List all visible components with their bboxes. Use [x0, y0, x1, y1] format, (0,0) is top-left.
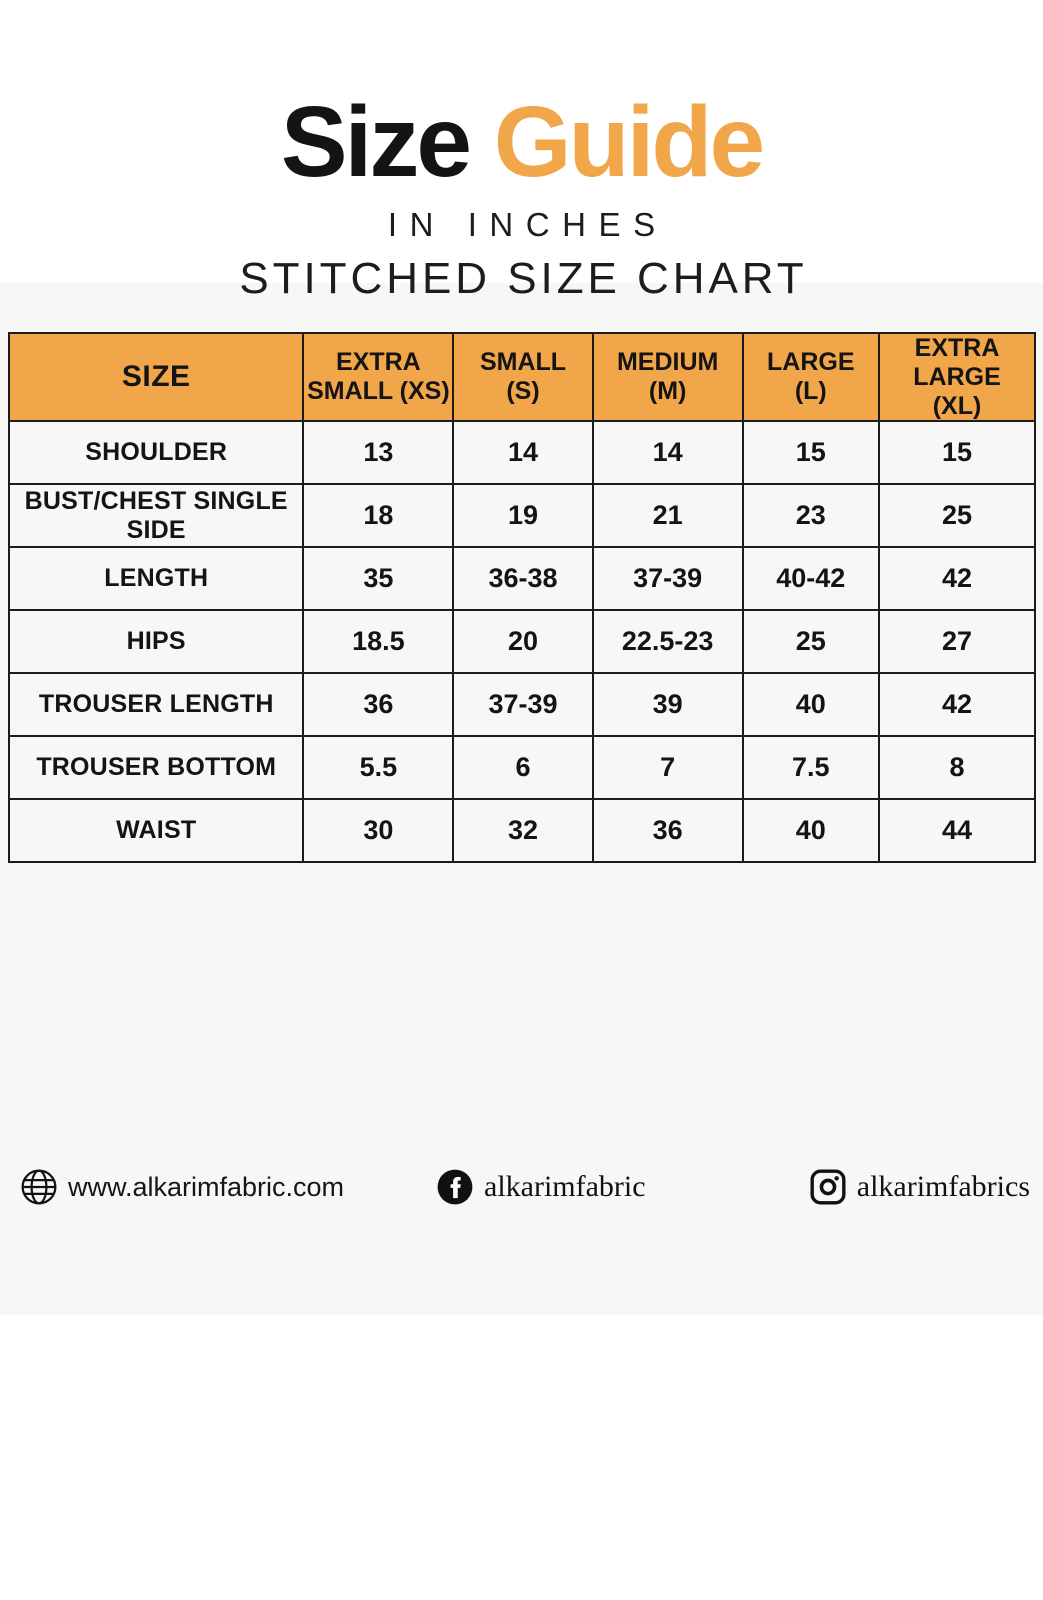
cell-value: 27 [878, 609, 1036, 675]
row-label: SHOULDER [7, 420, 305, 486]
cell-value: 40-42 [741, 546, 881, 612]
cell-value: 42 [878, 546, 1036, 612]
header-cell-small: SMALL (S) [452, 331, 594, 423]
header-cell-medium: MEDIUM (M) [591, 331, 744, 423]
page-title: Size Guide [0, 92, 1043, 192]
header-cell-large: LARGE (L) [741, 331, 881, 423]
cell-value: 25 [878, 483, 1036, 549]
cell-value: 15 [878, 420, 1036, 486]
cell-value: 5.5 [302, 735, 455, 801]
cell-value: 8 [878, 735, 1036, 801]
subtitle-stitched-size-chart: STITCHED SIZE CHART [239, 254, 808, 303]
cell-value: 40 [741, 672, 881, 738]
cell-value: 15 [741, 420, 881, 486]
cell-value: 32 [452, 798, 594, 864]
cell-value: 20 [452, 609, 594, 675]
row-label: HIPS [7, 609, 305, 675]
cell-value: 36 [591, 798, 744, 864]
header-cell-extra-large: EXTRA LARGE (XL) [878, 331, 1036, 423]
cell-value: 19 [452, 483, 594, 549]
cell-value: 23 [741, 483, 881, 549]
facebook-icon [436, 1168, 474, 1206]
cell-value: 6 [452, 735, 594, 801]
row-label: WAIST [7, 798, 305, 864]
size-chart-table: SIZE EXTRA SMALL (XS) SMALL (S) MEDIUM (… [7, 331, 1036, 864]
instagram-icon [809, 1168, 847, 1206]
cell-value: 37-39 [452, 672, 594, 738]
table-row-length: LENGTH 35 36-38 37-39 40-42 42 [7, 546, 1036, 612]
footer-instagram: alkarimfabrics [809, 1164, 1030, 1210]
subtitle-in-inches: IN INCHES [387, 206, 668, 243]
table-row-hips: HIPS 18.5 20 22.5-23 25 27 [7, 609, 1036, 675]
table-header-row: SIZE EXTRA SMALL (XS) SMALL (S) MEDIUM (… [7, 331, 1036, 423]
cell-value: 36 [302, 672, 455, 738]
cell-value: 18 [302, 483, 455, 549]
cell-value: 25 [741, 609, 881, 675]
cell-value: 35 [302, 546, 455, 612]
cell-value: 36-38 [452, 546, 594, 612]
page-title-black: Size [280, 86, 472, 198]
cell-value: 30 [302, 798, 455, 864]
cell-value: 14 [452, 420, 594, 486]
cell-value: 22.5-23 [591, 609, 744, 675]
row-label: TROUSER BOTTOM [7, 735, 305, 801]
footer-website: www.alkarimfabric.com [20, 1164, 344, 1210]
table-row-waist: WAIST 30 32 36 40 44 [7, 798, 1036, 864]
row-label: TROUSER LENGTH [7, 672, 305, 738]
table-row-trouser-length: TROUSER LENGTH 36 37-39 39 40 42 [7, 672, 1036, 738]
table-row-shoulder: SHOULDER 13 14 14 15 15 [7, 420, 1036, 486]
cell-value: 39 [591, 672, 744, 738]
website-url: www.alkarimfabric.com [68, 1171, 345, 1202]
cell-value: 13 [302, 420, 455, 486]
header-cell-size: SIZE [7, 331, 305, 423]
instagram-handle: alkarimfabrics [856, 1170, 1030, 1203]
facebook-handle: alkarimfabric [484, 1170, 646, 1203]
cell-value: 14 [591, 420, 744, 486]
title-block: Size Guide IN INCHES STITCHED SIZE CHART [0, 92, 1043, 304]
row-label: BUST/CHEST SINGLE SIDE [7, 483, 305, 549]
cell-value: 37-39 [591, 546, 744, 612]
page-title-orange: Guide [493, 86, 765, 198]
cell-value: 21 [591, 483, 744, 549]
table-row-trouser-bottom: TROUSER BOTTOM 5.5 6 7 7.5 8 [7, 735, 1036, 801]
cell-value: 44 [878, 798, 1036, 864]
cell-value: 7 [591, 735, 744, 801]
footer-facebook: alkarimfabric [436, 1164, 646, 1210]
cell-value: 18.5 [302, 609, 455, 675]
cell-value: 7.5 [741, 735, 881, 801]
cell-value: 40 [741, 798, 881, 864]
row-label: LENGTH [7, 546, 305, 612]
table-row-bust-chest: BUST/CHEST SINGLE SIDE 18 19 21 23 25 [7, 483, 1036, 549]
header-cell-extra-small: EXTRA SMALL (XS) [302, 331, 455, 423]
globe-icon [20, 1168, 58, 1206]
cell-value: 42 [878, 672, 1036, 738]
